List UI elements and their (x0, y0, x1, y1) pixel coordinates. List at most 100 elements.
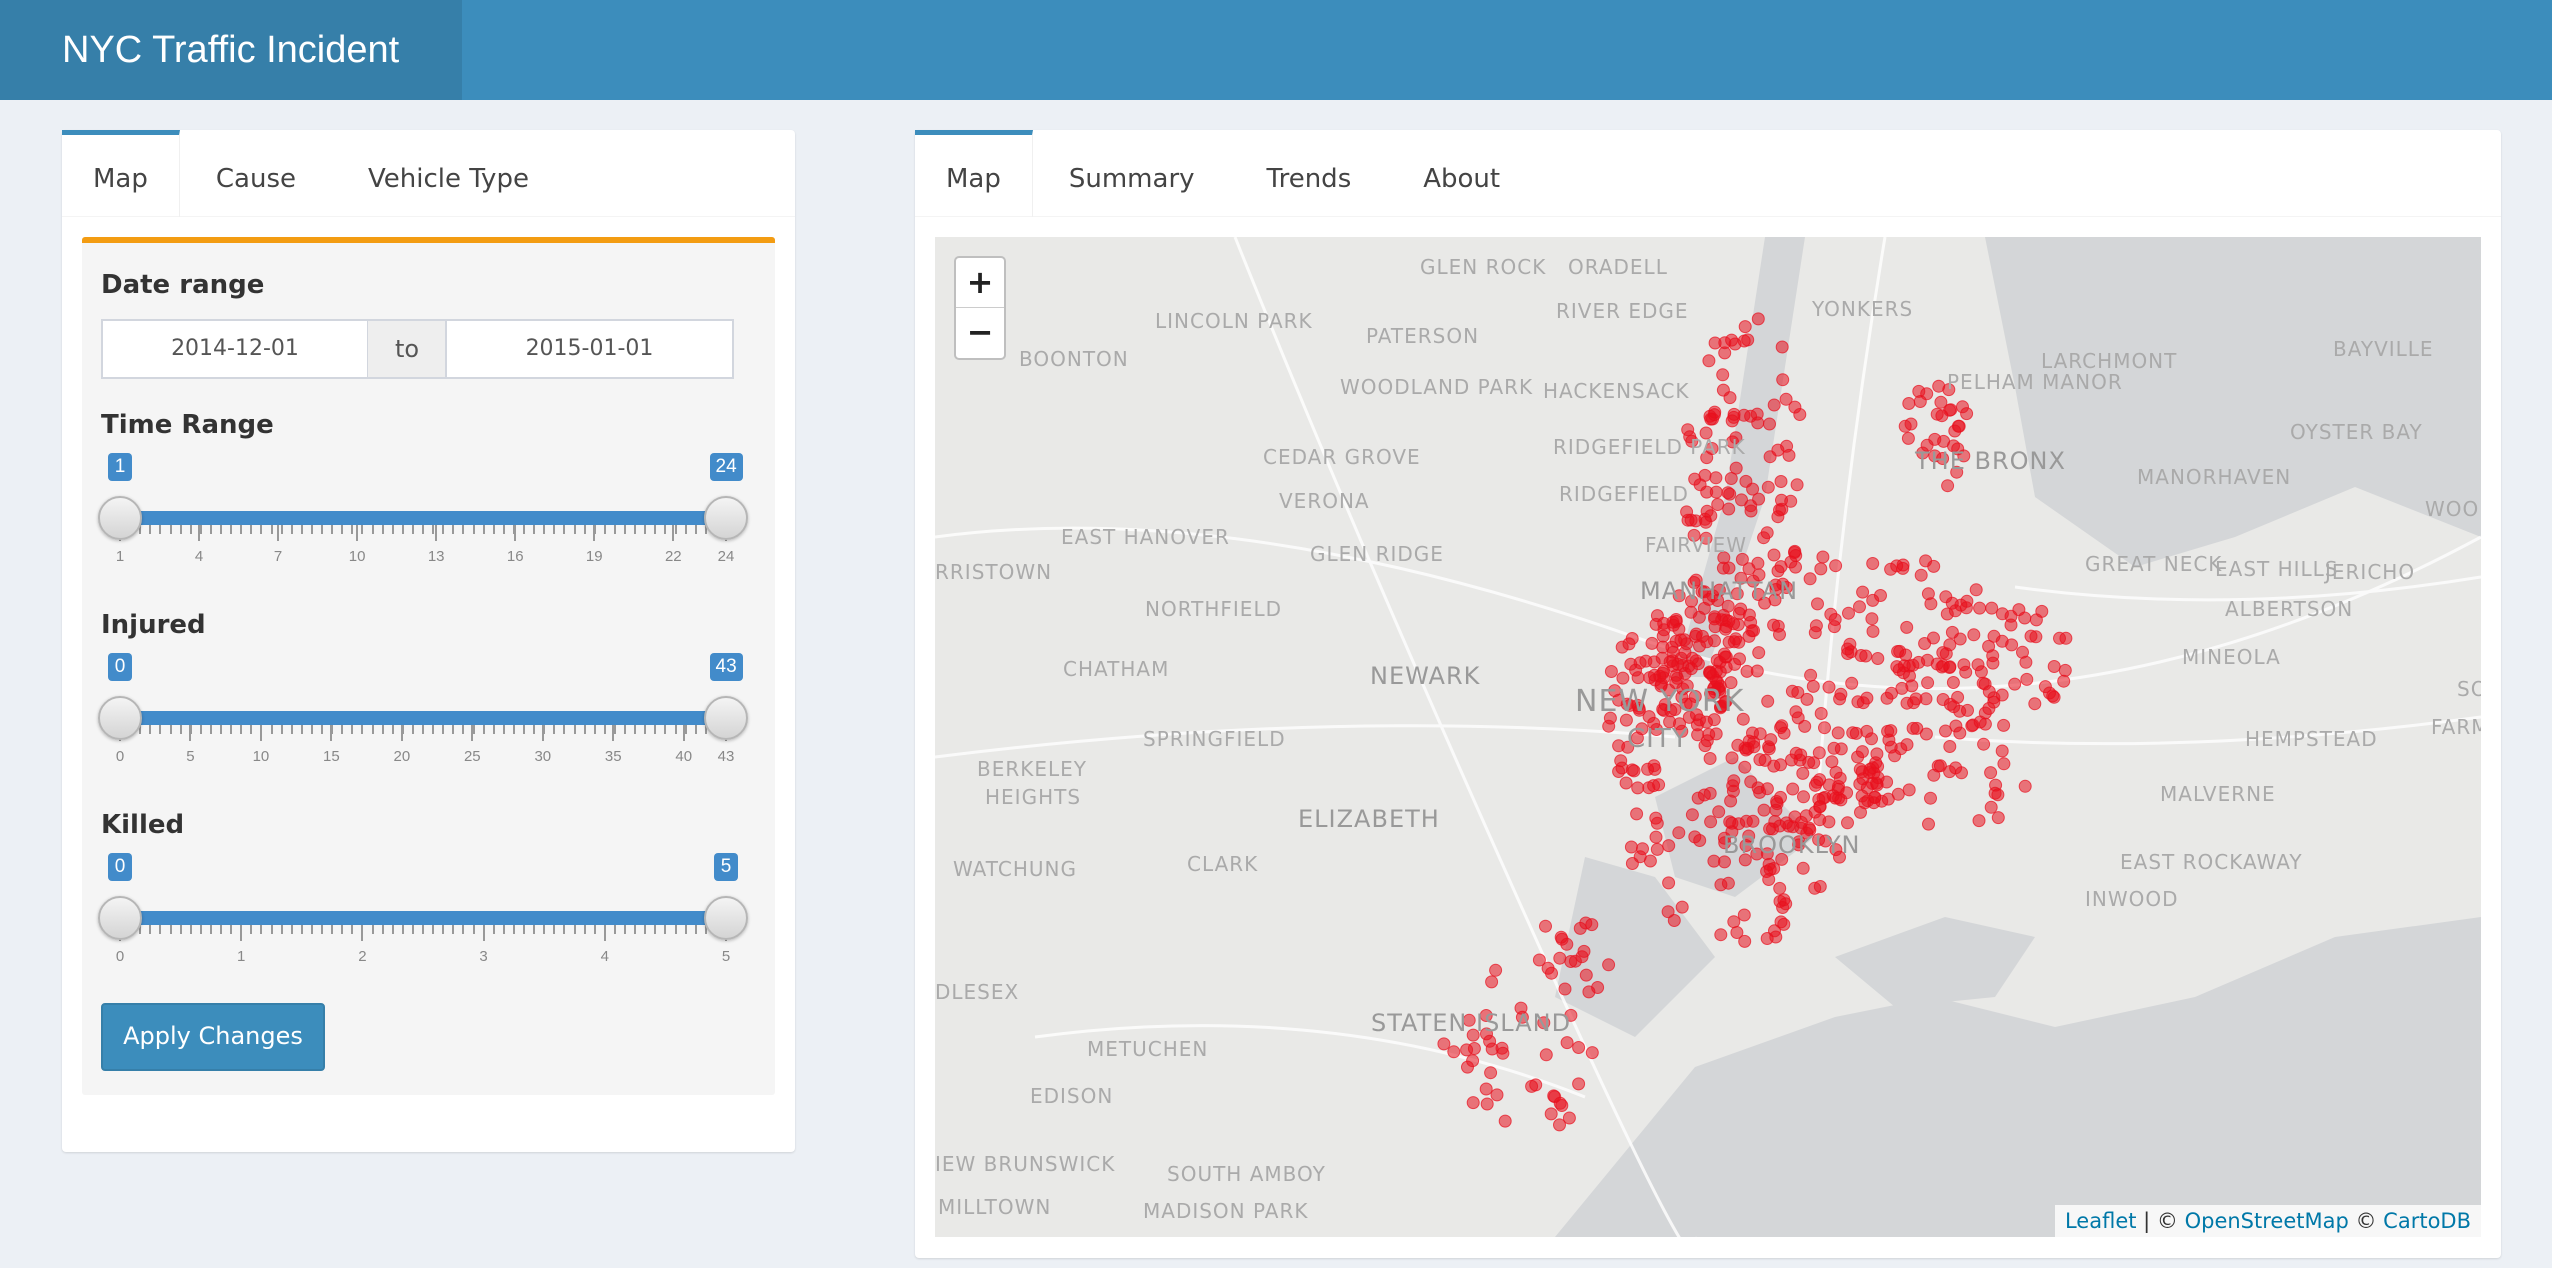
slider-high-handle[interactable] (704, 696, 748, 740)
incident-marker[interactable] (1632, 701, 1646, 715)
incident-marker[interactable] (1739, 839, 1753, 852)
incident-marker[interactable] (1647, 779, 1661, 793)
incident-marker[interactable] (1927, 559, 1941, 573)
incident-marker[interactable] (1806, 679, 1820, 693)
incident-marker[interactable] (2019, 655, 2033, 669)
incident-marker[interactable] (1577, 944, 1591, 958)
incident-marker[interactable] (1779, 816, 1793, 830)
incident-marker[interactable] (1591, 981, 1605, 994)
incident-marker[interactable] (1667, 914, 1681, 927)
incident-marker[interactable] (1840, 786, 1854, 800)
incident-marker[interactable] (1725, 751, 1739, 765)
incident-marker[interactable] (1747, 624, 1760, 638)
incident-marker[interactable] (1884, 724, 1898, 738)
incident-marker[interactable] (1767, 398, 1781, 412)
osm-link[interactable]: OpenStreetMap (2184, 1209, 2349, 1233)
incident-marker[interactable] (1790, 478, 1804, 492)
incident-marker[interactable] (1744, 775, 1758, 789)
incident-marker[interactable] (2059, 631, 2073, 645)
incident-marker[interactable] (1860, 724, 1874, 738)
incident-marker[interactable] (1495, 1041, 1509, 1055)
incident-marker[interactable] (1643, 671, 1657, 685)
incident-marker[interactable] (1884, 562, 1898, 576)
incident-marker[interactable] (1738, 853, 1752, 867)
incident-marker[interactable] (1679, 697, 1693, 711)
incident-marker[interactable] (1479, 1009, 1493, 1022)
incident-marker[interactable] (1752, 492, 1766, 506)
incident-marker[interactable] (1466, 1096, 1480, 1110)
incident-marker[interactable] (1733, 652, 1746, 666)
incident-marker[interactable] (1564, 1008, 1578, 1022)
incident-marker[interactable] (1989, 778, 2003, 792)
incident-marker[interactable] (1480, 1097, 1494, 1111)
incident-marker[interactable] (1700, 451, 1714, 465)
incident-marker[interactable] (1774, 475, 1788, 488)
incident-marker[interactable] (1619, 713, 1633, 727)
incident-marker[interactable] (1799, 809, 1813, 823)
incident-marker[interactable] (1775, 340, 1789, 354)
incident-marker[interactable] (1738, 320, 1752, 334)
incident-marker[interactable] (1662, 876, 1676, 890)
incident-marker[interactable] (1498, 1114, 1512, 1128)
incident-marker[interactable] (1927, 768, 1941, 782)
incident-marker[interactable] (2024, 629, 2038, 643)
incident-marker[interactable] (1880, 691, 1894, 705)
incident-marker[interactable] (1855, 745, 1869, 759)
incident-marker[interactable] (1619, 776, 1633, 790)
incident-marker[interactable] (1928, 432, 1942, 446)
incident-marker[interactable] (1555, 1099, 1569, 1112)
incident-marker[interactable] (2047, 690, 2061, 704)
zoom-out-button[interactable]: − (966, 313, 994, 351)
incident-marker[interactable] (1939, 724, 1952, 738)
incident-marker[interactable] (1742, 608, 1756, 622)
incident-marker[interactable] (1941, 479, 1955, 493)
incident-marker[interactable] (1702, 728, 1716, 741)
incident-marker[interactable] (2058, 663, 2072, 677)
incident-marker[interactable] (1708, 612, 1721, 626)
incident-marker[interactable] (1647, 655, 1661, 669)
incident-marker[interactable] (1485, 975, 1499, 989)
incident-marker[interactable] (1585, 1046, 1599, 1060)
incident-marker[interactable] (1798, 719, 1812, 733)
incident-marker[interactable] (1572, 1077, 1586, 1091)
incident-marker[interactable] (1845, 676, 1859, 690)
incident-marker[interactable] (1716, 383, 1730, 397)
incident-marker[interactable] (1716, 561, 1730, 575)
incident-marker[interactable] (1553, 951, 1567, 965)
incident-marker[interactable] (1841, 816, 1854, 830)
incident-marker[interactable] (1919, 692, 1933, 706)
incident-marker[interactable] (1775, 852, 1789, 866)
incident-marker[interactable] (1555, 932, 1569, 946)
incident-marker[interactable] (1729, 461, 1743, 475)
incident-marker[interactable] (1784, 555, 1798, 569)
incident-marker[interactable] (1902, 397, 1916, 410)
incident-marker[interactable] (1853, 762, 1867, 776)
incident-marker[interactable] (1780, 439, 1794, 453)
incident-marker[interactable] (1995, 744, 2009, 758)
incident-marker[interactable] (1669, 676, 1683, 690)
incident-marker[interactable] (1735, 552, 1749, 566)
incident-marker[interactable] (1668, 703, 1682, 716)
incident-marker[interactable] (1997, 718, 2011, 732)
incident-marker[interactable] (1841, 647, 1855, 660)
incident-marker[interactable] (1707, 713, 1721, 727)
incident-marker[interactable] (1956, 400, 1969, 414)
app-title[interactable]: NYC Traffic Incident (0, 0, 462, 100)
incident-marker[interactable] (1796, 766, 1810, 780)
incident-marker[interactable] (1924, 791, 1937, 805)
incident-marker[interactable] (1809, 619, 1823, 633)
incident-marker[interactable] (1539, 919, 1552, 933)
incident-marker[interactable] (1971, 658, 1985, 672)
incident-marker[interactable] (1811, 597, 1824, 611)
incident-marker[interactable] (1796, 861, 1810, 875)
incident-map[interactable]: GLEN ROCK ORADELL YONKERS LARCHMONT BAYVILLE… (935, 237, 2481, 1237)
incident-marker[interactable] (1752, 568, 1766, 582)
date-start-input[interactable]: 2014-12-01 (101, 319, 369, 379)
incident-marker[interactable] (1722, 614, 1736, 628)
incident-marker[interactable] (1818, 721, 1831, 735)
incident-marker[interactable] (1829, 559, 1843, 573)
incident-marker[interactable] (1718, 695, 1732, 709)
incident-marker[interactable] (1777, 893, 1791, 907)
tab-map-controls[interactable]: Map (62, 130, 180, 217)
incident-marker[interactable] (1514, 1001, 1528, 1015)
